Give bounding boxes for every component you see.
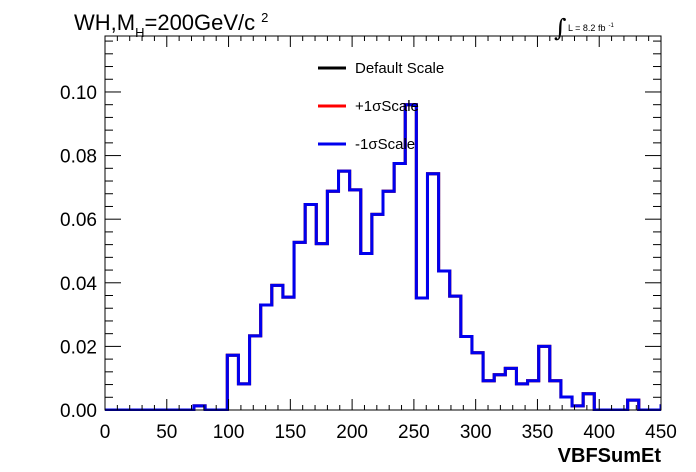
x-tick-label: 50 [156,422,177,443]
y-tick-label: 0.00 [60,401,97,422]
x-tick-label: 450 [645,422,677,443]
svg-text:L = 8.2 fb-1: L = 8.2 fb -1 [568,23,614,33]
title-subscript: H [135,25,144,40]
x-axis-title: VBFSumEt [558,445,662,467]
y-tick-label: 0.10 [60,83,97,104]
y-tick-label: 0.04 [60,274,97,295]
x-tick-label: 150 [274,422,306,443]
x-tick-label: 400 [583,422,615,443]
series-line-2 [105,103,661,411]
title-superscript: 2 [261,10,268,25]
integral-symbol: ∫ [554,14,567,42]
x-tick-label: 100 [213,422,245,443]
y-tick-label: 0.06 [60,210,97,231]
luminosity-label: ∫ L = 8.2 fb -1 [554,14,614,42]
x-tick-label: 0 [100,422,111,443]
plot-frame [104,35,662,411]
axis-tick-labels: 0 50 100 150 200 250 300 350 400 450 0.00 0.02 0.04 0… [60,83,677,443]
legend-label-0: Default Scale [355,60,444,77]
luminosity-text: L = 8.2 fb [568,23,605,33]
legend-label-2: -1σScale [355,136,415,153]
y-tick-label: 0.02 [60,337,97,358]
x-tick-label: 200 [336,422,368,443]
legend-label-1: +1σScale [355,98,419,115]
x-tick-label: 250 [398,422,430,443]
y-tick-label: 0.08 [60,147,97,168]
x-tick-label: 300 [460,422,492,443]
plot-area [105,103,661,411]
title-prefix: WH,M [74,10,135,35]
chart-title: WH,MH=200GeV/c 2 [74,10,268,40]
axis-ticks [104,36,662,411]
svg-text:WH,MH=200GeV/c2: WH,MH=200GeV/c 2 [74,10,268,40]
series-layer [105,103,661,411]
x-tick-label: 350 [522,422,554,443]
title-suffix: =200GeV/c [144,10,255,35]
luminosity-superscript: -1 [608,23,614,29]
legend: Default Scale +1σScale -1σScale [318,60,444,153]
